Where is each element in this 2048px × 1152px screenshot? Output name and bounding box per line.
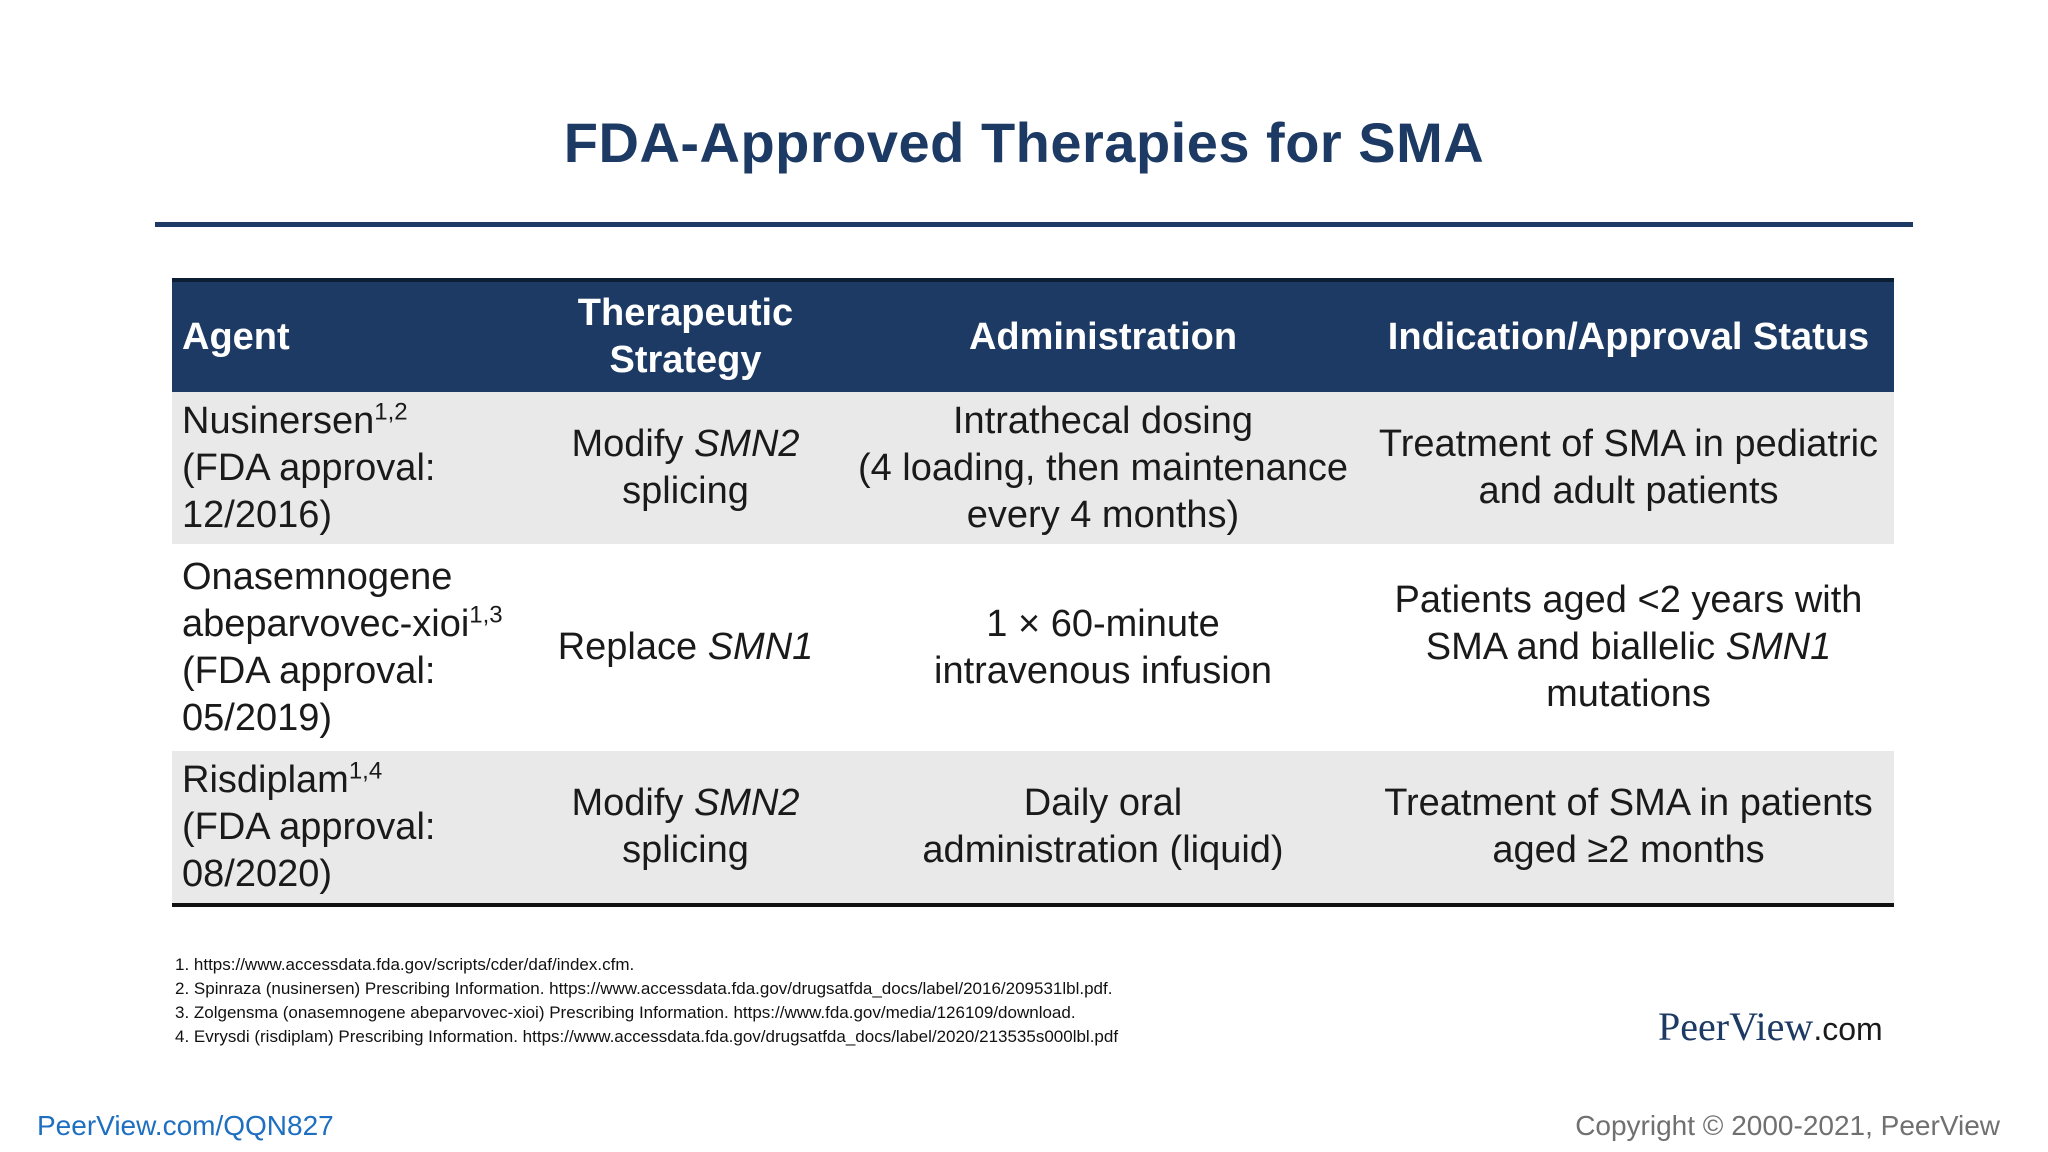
- therapies-table: Agent Therapeutic Strategy Administratio…: [172, 278, 1894, 907]
- reference-superscript: 1,4: [348, 756, 383, 784]
- agent-cell: Risdiplam1,4 (FDA approval: 08/2020): [172, 751, 528, 907]
- agent-cell: Onasemnogene abeparvovec-xioi1,3 (FDA ap…: [182, 555, 503, 739]
- table-row-onasemnogene: Onasemnogene abeparvovec-xioi1,3 (FDA ap…: [172, 544, 1894, 751]
- copyright-notice: Copyright © 2000-2021, PeerView: [1575, 1110, 2000, 1141]
- header-agent: Agent: [172, 278, 528, 392]
- title-divider: [155, 222, 1913, 227]
- slide-title: FDA-Approved Therapies for SMA: [563, 111, 1485, 174]
- strategy-cell: Modify SMN2 splicing: [528, 392, 843, 544]
- administration-cell: Intrathecal dosing (4 loading, then main…: [843, 392, 1363, 544]
- header-therapeutic-strategy: Therapeutic Strategy: [528, 278, 843, 392]
- peerview-logo: PeerView.com: [1658, 1004, 1883, 1049]
- reference-item: 3. Zolgensma (onasemnogene abeparvovec-x…: [175, 1003, 1076, 1022]
- indication-cell: Treatment of SMA in patients aged ≥2 mon…: [1363, 751, 1894, 907]
- indication-cell: Treatment of SMA in pediatric and adult …: [1363, 392, 1894, 544]
- reference-superscript: 1,2: [374, 397, 408, 425]
- header-indication: Indication/Approval Status: [1363, 278, 1894, 392]
- strategy-cell: Modify SMN2 splicing: [528, 751, 843, 907]
- header-administration: Administration: [843, 278, 1363, 392]
- program-link[interactable]: PeerView.com/QQN827: [37, 1110, 334, 1141]
- reference-item: 2. Spinraza (nusinersen) Prescribing Inf…: [175, 979, 1113, 998]
- references-list: 1. https://www.accessdata.fda.gov/script…: [175, 953, 1118, 1049]
- administration-cell: Daily oral administration (liquid): [843, 751, 1363, 907]
- administration-cell: 1 × 60-minute intravenous infusion: [934, 602, 1272, 692]
- agent-cell: Nusinersen1,2 (FDA approval: 12/2016): [172, 392, 528, 544]
- reference-item: 4. Evrysdi (risdiplam) Prescribing Infor…: [175, 1027, 1119, 1046]
- table-row-nusinersen: Nusinersen1,2 (FDA approval: 12/2016) Mo…: [172, 392, 1894, 544]
- reference-item: 1. https://www.accessdata.fda.gov/script…: [175, 955, 635, 974]
- table-row-risdiplam: Risdiplam1,4 (FDA approval: 08/2020) Mod…: [172, 751, 1894, 907]
- indication-cell: Patients aged <2 years with SMA and bial…: [1394, 579, 1863, 715]
- table-header-row: Agent Therapeutic Strategy Administratio…: [172, 278, 1894, 392]
- strategy-cell: Replace SMN1: [557, 626, 814, 668]
- reference-superscript: 1,3: [469, 600, 503, 628]
